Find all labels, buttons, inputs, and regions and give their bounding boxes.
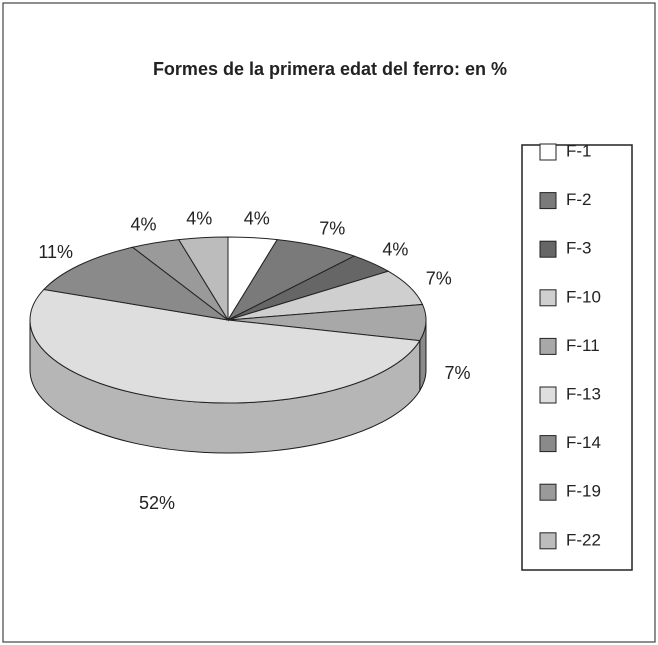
legend-label: F-2 (566, 190, 592, 209)
data-label: 7% (426, 269, 452, 289)
data-label: 11% (38, 242, 73, 262)
legend-label: F-22 (566, 530, 601, 549)
legend-label: F-10 (566, 287, 601, 306)
data-label: 52% (139, 493, 175, 513)
data-label: 4% (382, 239, 408, 259)
legend-swatch (539, 532, 557, 550)
data-label: 4% (130, 215, 156, 235)
legend-swatch (539, 192, 557, 210)
legend-label: F-19 (566, 482, 601, 501)
data-label: 7% (319, 219, 345, 239)
slice (177, 236, 229, 322)
legend-swatch (539, 143, 557, 161)
data-label: 4% (186, 208, 212, 228)
legend-swatch (539, 289, 557, 307)
legend-swatch (539, 386, 557, 404)
legend-label: F-11 (566, 336, 600, 355)
legend-swatch (539, 435, 557, 453)
legend-label: F-14 (566, 433, 601, 452)
legend-swatch (539, 240, 557, 258)
data-label: 4% (244, 208, 270, 228)
legend-label: F-13 (566, 384, 601, 403)
chart-title: Formes de la primera edat del ferro: en … (153, 59, 507, 79)
data-label: 7% (445, 363, 471, 383)
legend-swatch (539, 483, 557, 501)
slice (29, 288, 421, 404)
slice (42, 246, 229, 321)
legend-swatch (539, 337, 557, 355)
legend-label: F-1 (566, 141, 592, 160)
legend-label: F-3 (566, 239, 592, 258)
